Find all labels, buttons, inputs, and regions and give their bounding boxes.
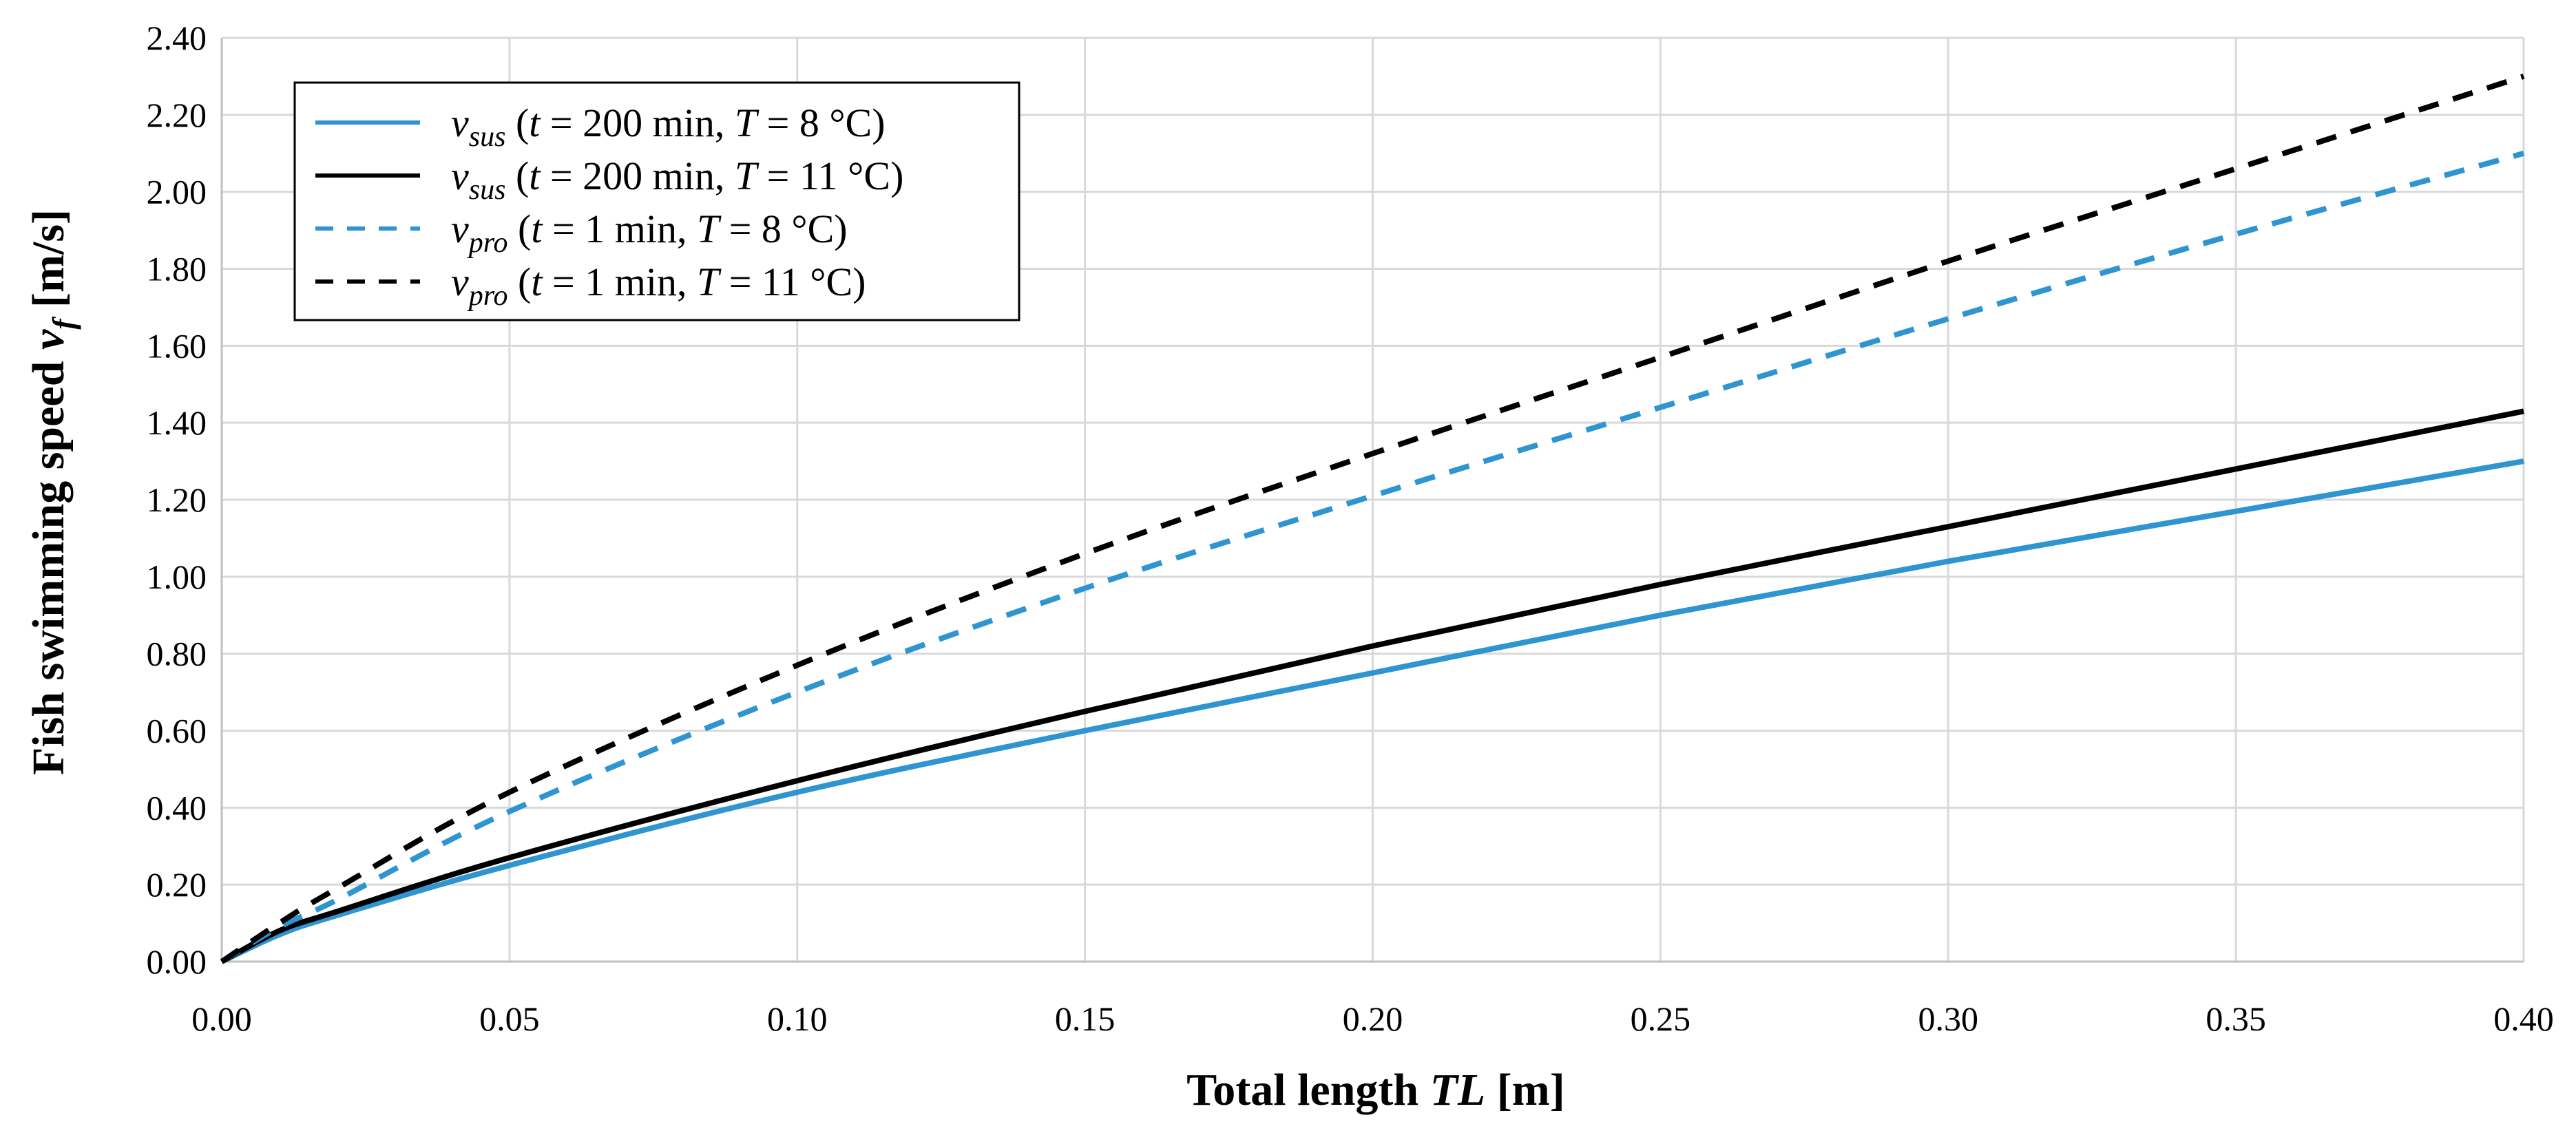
y-tick-label: 2.00 (147, 173, 207, 211)
legend: vsus (t = 200 min, T = 8 °C)vsus (t = 20… (293, 81, 1020, 321)
y-axis-title-prefix: Fish swimming speed (23, 350, 74, 775)
y-tick-label: 0.00 (147, 942, 207, 981)
y-tick-label: 1.80 (147, 250, 207, 288)
y-tick-label: 1.60 (147, 326, 207, 365)
legend-entry-label: vpro (t = 1 min, T = 11 °C) (451, 260, 866, 312)
y-tick-label: 1.20 (147, 480, 207, 519)
series-line-3 (220, 150, 2525, 964)
y-tick-label: 0.40 (147, 788, 207, 827)
x-tick-label: 0.05 (479, 999, 540, 1038)
series-line-2 (220, 408, 2524, 964)
x-axis-title-symbol: TL (1430, 1065, 1486, 1115)
x-axis-title-suffix: [m] (1485, 1065, 1564, 1115)
series-line-1 (220, 458, 2524, 964)
x-tick-label: 0.20 (1343, 999, 1403, 1038)
y-axis-title-symbol: v (23, 329, 74, 350)
y-axis-title: Fish swimming speed vf [m/s] (23, 209, 81, 775)
y-tick-label: 2.40 (147, 19, 207, 57)
y-axis-title-subscript: f (46, 316, 81, 330)
axes (220, 38, 2524, 963)
x-axis-title: Total length TL [m] (1186, 1065, 1564, 1115)
tick-labels: 0.00 0.20 0.40 0.60 0.80 1.00 1.20 1.40 1.60 1.80… (147, 19, 2554, 1038)
legend-entry-label: vsus (t = 200 min, T = 11 °C) (451, 153, 903, 206)
x-axis-title-prefix: Total length (1186, 1065, 1430, 1115)
y-tick-label: 1.40 (147, 403, 207, 442)
series-line-4 (220, 74, 2525, 964)
x-tick-label: 0.10 (767, 999, 828, 1038)
y-tick-label: 0.20 (147, 865, 207, 904)
legend-entry-label: vpro (t = 1 min, T = 8 °C) (451, 207, 848, 259)
x-tick-label: 0.35 (2206, 999, 2266, 1038)
y-tick-label: 2.20 (147, 96, 207, 134)
x-tick-label: 0.25 (1631, 999, 1691, 1038)
legend-entry-label: vsus (t = 200 min, T = 8 °C) (451, 100, 886, 153)
y-tick-label: 0.60 (147, 712, 207, 750)
y-tick-label: 1.00 (147, 558, 207, 596)
y-tick-label: 0.80 (147, 635, 207, 673)
x-tick-label: 0.40 (2493, 999, 2554, 1038)
series-lines (220, 74, 2525, 964)
y-axis-title-suffix: [m/s] (23, 209, 74, 319)
x-tick-label: 0.15 (1055, 999, 1116, 1038)
x-tick-label: 0.30 (1918, 999, 1979, 1038)
x-tick-label: 0.00 (191, 999, 252, 1038)
